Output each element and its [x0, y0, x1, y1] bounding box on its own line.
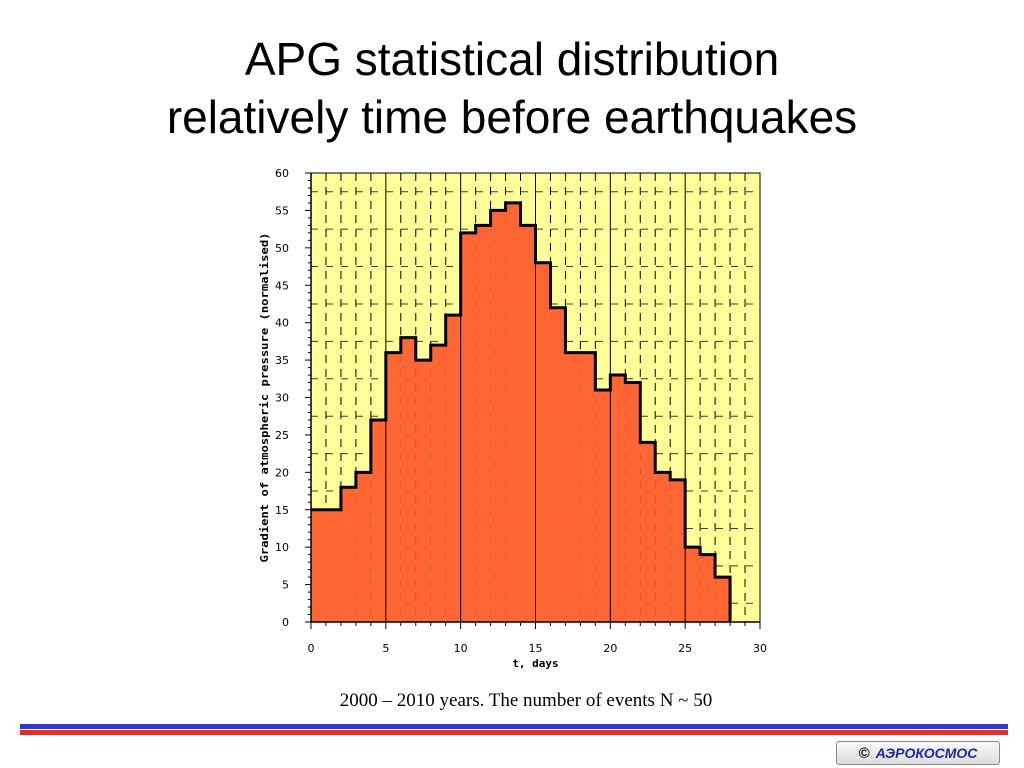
histogram-bar — [700, 554, 716, 622]
y-tick-label: 5 — [282, 579, 289, 592]
histogram-bar — [535, 262, 551, 622]
footer-stripe-blue — [20, 724, 1008, 729]
histogram-bar — [565, 352, 581, 622]
histogram-bar — [325, 509, 341, 622]
histogram-bar — [385, 352, 401, 622]
histogram-bar — [400, 337, 416, 622]
histogram-bar — [670, 479, 686, 622]
x-tick-label: 20 — [603, 642, 617, 655]
title-line-2: relatively time before earthquakes — [166, 91, 858, 143]
y-tick-label: 40 — [275, 317, 289, 330]
histogram-bar — [370, 419, 386, 622]
histogram-bar — [715, 577, 731, 622]
x-tick-label: 5 — [382, 642, 389, 655]
histogram-bar — [311, 509, 326, 622]
y-tick-label: 30 — [275, 392, 289, 405]
histogram-bar — [640, 442, 656, 622]
slide-title: APG statistical distribution relatively … — [0, 30, 1024, 146]
y-tick-label: 45 — [275, 279, 289, 292]
histogram-bar — [550, 307, 566, 622]
histogram-bar — [460, 232, 476, 622]
x-tick-label: 25 — [678, 642, 692, 655]
y-tick-label: 0 — [282, 616, 289, 629]
histogram-bar — [355, 472, 371, 622]
x-tick-label: 15 — [529, 642, 543, 655]
y-tick-label: 10 — [275, 541, 289, 554]
footer-stripe-red — [20, 730, 1008, 735]
histogram-bar — [475, 225, 491, 622]
y-tick-label: 55 — [275, 204, 289, 217]
y-tick-label: 25 — [275, 429, 289, 442]
histogram-bar — [430, 345, 446, 622]
histogram-bar — [655, 472, 671, 622]
histogram-bar — [340, 487, 356, 622]
y-axis-label: Gradient of atmospheric pressure (normal… — [258, 233, 271, 563]
aerocosmos-logo: © АЭРОКОСМОС — [836, 741, 1000, 765]
copyright-icon: © — [858, 744, 870, 762]
x-tick-label: 10 — [454, 642, 468, 655]
histogram-bar — [445, 315, 461, 622]
histogram-chart: 0 5 10 15 20 25 30 35 40 45 50 55 60 0 5 10 15 20 25 30 t, d… — [258, 167, 767, 670]
x-tick-label: 30 — [753, 642, 767, 655]
histogram-bar — [415, 360, 431, 622]
chart-caption: 2000 – 2010 years. The number of events … — [339, 690, 713, 711]
histogram-bar — [610, 375, 626, 622]
histogram-bar — [595, 390, 611, 622]
histogram-bar — [685, 547, 701, 622]
y-tick-label: 50 — [275, 242, 289, 255]
histogram-bar — [520, 225, 536, 622]
logo-text: АЭРОКОСМОС — [875, 745, 978, 761]
x-axis-label: t, days — [512, 657, 558, 670]
y-tick-label: 60 — [275, 167, 289, 180]
histogram-bar — [490, 210, 506, 622]
histogram-bar — [505, 202, 521, 622]
y-tick-label: 35 — [275, 354, 289, 367]
histogram-outline — [311, 201, 732, 622]
y-tick-label: 15 — [275, 504, 289, 517]
x-tick-label: 0 — [308, 642, 315, 655]
histogram-bar — [625, 382, 641, 622]
title-line-1: APG statistical distribution — [244, 33, 780, 85]
histogram-bar — [580, 352, 596, 622]
y-tick-label: 20 — [275, 466, 289, 479]
